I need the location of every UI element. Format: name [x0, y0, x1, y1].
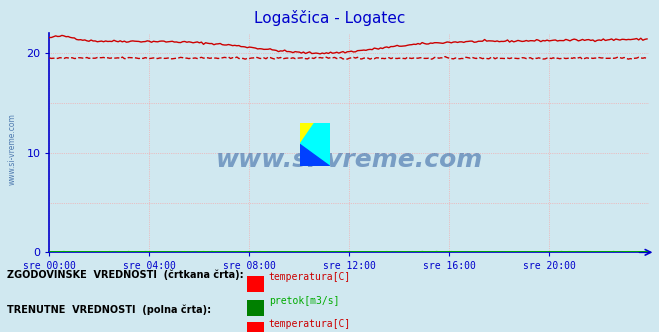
Text: Logaščica - Logatec: Logaščica - Logatec [254, 10, 405, 26]
Bar [247, 300, 264, 316]
Text: ZGODOVINSKE  VREDNOSTI  (črtkana črta):: ZGODOVINSKE VREDNOSTI (črtkana črta): [7, 270, 243, 281]
Bar [247, 276, 264, 292]
Polygon shape [300, 144, 330, 166]
Text: www.si-vreme.com: www.si-vreme.com [8, 114, 17, 185]
Text: temperatura[C]: temperatura[C] [269, 272, 351, 282]
Text: www.si-vreme.com: www.si-vreme.com [215, 148, 483, 172]
Polygon shape [300, 123, 330, 166]
Text: temperatura[C]: temperatura[C] [269, 319, 351, 329]
Text: pretok[m3/s]: pretok[m3/s] [269, 296, 339, 306]
Text: TRENUTNE  VREDNOSTI  (polna črta):: TRENUTNE VREDNOSTI (polna črta): [7, 304, 211, 315]
Bar [247, 322, 264, 332]
Polygon shape [300, 123, 315, 144]
